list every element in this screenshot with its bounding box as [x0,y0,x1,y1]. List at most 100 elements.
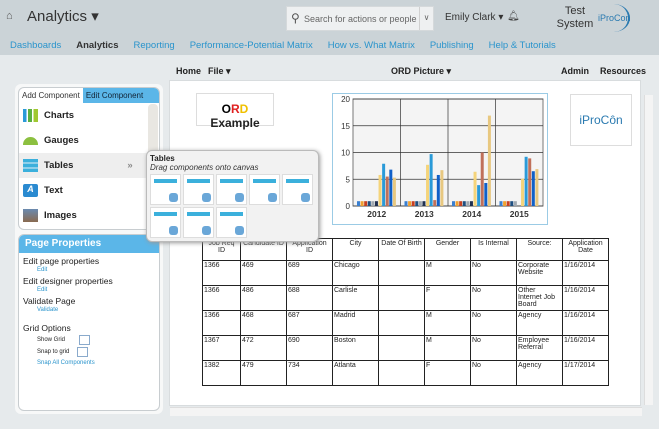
table-cell: Atlanta [332,360,379,386]
chevron-down-icon[interactable]: ∨ [419,7,433,30]
column-header: Is Internal [470,238,517,261]
data-table[interactable]: Job Req ID Candidate ID Application ID City… [202,238,609,386]
component-tables[interactable]: Tables » [19,153,159,178]
table-row[interactable]: 1366 469 689 Chicago M No Corporate Website 1/1… [202,260,609,286]
home-icon[interactable]: ⌂ [6,10,13,22]
table-excel-template[interactable] [249,174,280,205]
user-menu[interactable]: Emily Clark ▾ [445,12,504,23]
y-tick-label: 20 [341,95,350,104]
bar-s1-2012 [357,201,360,206]
table-db3-template[interactable] [183,207,214,238]
show-grid-checkbox[interactable] [79,335,91,345]
bar-s5-2015 [513,201,517,206]
image-icon [23,209,38,222]
table-cell: 469 [240,260,287,286]
table-db-template[interactable] [150,174,181,205]
table-cell: 1366 [202,260,241,286]
iprocon-logo[interactable]: iProCôn [570,94,632,146]
edit-designer-link[interactable]: Edit [37,287,48,293]
bar-s7-2012 [378,174,382,206]
design-canvas[interactable]: ORD Example 0 5 10 15 20 2012 2013 2014 2015 iPr… [169,80,641,406]
table-cell: 1366 [202,285,241,311]
table-cell: 479 [240,360,287,386]
ord-d: D [239,102,249,116]
search-input[interactable]: ⚲ Search for actions or people ∨ [286,6,434,31]
bar-s11-2012 [392,177,396,206]
table-row[interactable]: 1382 479 734 Atlanta F No Agency 1/17/2014 [202,360,609,386]
bar-s9-2013 [433,200,437,206]
horizontal-scrollbar[interactable] [170,407,642,416]
table-search-template[interactable] [216,174,247,205]
snap-grid-checkbox[interactable] [77,347,89,357]
menu-file[interactable]: File ▾ [208,66,231,76]
edit-page-link[interactable]: Edit [37,267,48,273]
table-cell: Employee Referral [516,335,563,361]
nav-help[interactable]: Help & Tutorials [488,40,556,51]
nav-dashboards[interactable]: Dashboards [10,40,62,51]
table-cell [378,260,425,286]
table-cell: No [470,260,517,286]
validate-link[interactable]: Validate [37,307,59,313]
flyout-title: Tables [150,154,175,163]
table-row[interactable]: 1366 468 687 Madrid M No Agency 1/16/2014 [202,310,609,336]
bar-s4-2013 [415,201,419,206]
menu-admin[interactable]: Admin [561,66,589,76]
nav-performance-potential[interactable]: Performance-Potential Matrix [189,40,313,51]
bar-s11-2015 [535,169,539,206]
component-panel: Add Component Edit Component Charts Gaug… [18,87,160,230]
table-cell: 690 [286,335,333,361]
bar-s2-2015 [503,201,507,206]
component-gauges[interactable]: Gauges [19,128,159,153]
table-cell: 1/16/2014 [562,285,609,311]
grid-db-template[interactable] [183,174,214,205]
ord-example-title[interactable]: ORD Example [196,93,274,130]
nav-how-vs-what[interactable]: How vs. What Matrix [327,40,415,51]
table-row[interactable]: 1367 472 690 Boston M No Employee Referral 1/16… [202,335,609,361]
bar-s11-2014 [487,115,491,206]
snap-all-link[interactable]: Snap All Components [37,360,95,366]
component-text[interactable]: A Text [19,178,159,203]
menu-resources[interactable]: Resources [600,66,647,76]
bar-s10-2014 [484,182,488,206]
table-cell: 1/16/2014 [562,310,609,336]
bar-s2-2014 [455,201,459,206]
table-cell: No [470,285,517,311]
bar-chart[interactable]: 0 5 10 15 20 2012 2013 2014 2015 [332,93,548,225]
nav-publishing[interactable]: Publishing [429,40,474,51]
gantt-db-template[interactable] [216,207,247,238]
component-charts[interactable]: Charts [19,103,159,128]
bar-s3-2015 [506,201,510,206]
table-cell: 1/17/2014 [562,360,609,386]
text-icon: A [23,184,38,197]
column-header: Gender [424,238,471,261]
column-header: Source: [516,238,563,261]
label: Tables [44,160,74,171]
table-db2-template[interactable] [150,207,181,238]
table-cell: 472 [240,335,287,361]
chevrons-right-icon[interactable]: » [127,160,133,171]
tab-edit-component[interactable]: Edit Component [82,88,159,103]
ord-o: O [221,102,231,116]
nav-analytics[interactable]: Analytics [76,40,119,51]
system-label: Test System [556,5,594,30]
bar-s7-2014 [473,171,477,206]
bar-s1-2014 [452,201,455,206]
table-cell: 1367 [202,335,241,361]
vertical-scrollbar[interactable] [644,95,653,405]
user-name: Emily Clark [445,12,496,23]
menu-home[interactable]: Home [176,66,202,76]
table-cell: No [470,335,517,361]
app-title-text: Analytics [27,8,88,25]
table-users-template[interactable] [282,174,313,205]
table-row[interactable]: 1366 486 688 Carlisle F No Other Internet Job … [202,285,609,311]
table-cell: M [424,335,471,361]
component-images[interactable]: Images [19,203,159,228]
gauge-icon [23,136,38,145]
tab-add-component[interactable]: Add Component [22,91,80,100]
label: Images [44,210,77,221]
menu-ord-picture[interactable]: ORD Picture ▾ [391,66,452,76]
app-title[interactable]: Analytics ▾ [27,8,99,25]
bell-icon[interactable]: 🔔︎ [507,11,520,22]
y-tick-label: 0 [346,202,351,211]
nav-reporting[interactable]: Reporting [133,40,175,51]
